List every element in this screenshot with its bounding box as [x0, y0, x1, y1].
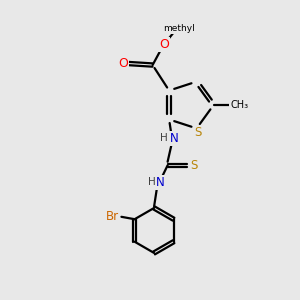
Text: O: O [118, 57, 128, 70]
Text: N: N [156, 176, 165, 189]
Text: S: S [190, 159, 198, 172]
Text: O: O [159, 38, 169, 51]
Text: N: N [170, 132, 179, 145]
Text: S: S [194, 126, 202, 140]
Text: CH₃: CH₃ [230, 100, 248, 110]
Text: Br: Br [106, 210, 119, 223]
Text: H: H [148, 178, 156, 188]
Text: H: H [160, 134, 168, 143]
Text: methyl: methyl [163, 24, 195, 33]
